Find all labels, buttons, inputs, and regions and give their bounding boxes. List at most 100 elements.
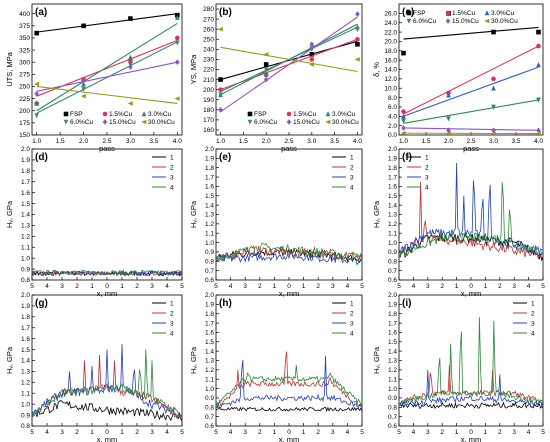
y-tick-label: 1.3 [21, 223, 30, 230]
legend-label: 15.0%Cu [109, 119, 136, 126]
x-tick-label: 1 [455, 283, 459, 290]
y-tick-label: 1.8 [388, 165, 397, 172]
trend-line [403, 66, 539, 117]
legend-label: 15.0%Cu [452, 18, 479, 25]
x-tick-label: 3 [512, 283, 516, 290]
trend-line [36, 41, 178, 114]
legend-label: 2 [425, 165, 429, 172]
data-point [446, 127, 451, 134]
data-point [400, 130, 406, 135]
legend-label: 30.0%Cu [332, 119, 359, 126]
y-tick-label: 1.0 [388, 386, 397, 393]
x-tick-label: 4 [229, 283, 233, 290]
y-tick-label: 1.9 [388, 156, 397, 163]
y-tick-label: 1.0 [21, 255, 30, 262]
x-tick-label: 3 [60, 283, 64, 290]
y-tick-label: 1.6 [388, 330, 397, 337]
legend-label: 3.0%Cu [148, 111, 172, 118]
x-axis-label: pass [99, 144, 115, 153]
x-axis-label: pass [281, 144, 297, 153]
data-point [354, 57, 360, 62]
data-point [127, 101, 133, 106]
y-tick-label: 200 [203, 87, 214, 94]
data-point [247, 119, 253, 125]
x-tick-label: 2 [498, 429, 502, 436]
data-point [128, 64, 133, 70]
y-tick-label: 0.8 [205, 258, 214, 265]
x-tick-label: 5 [397, 429, 401, 436]
x-tick-label: 3 [60, 429, 64, 436]
data-point [263, 62, 269, 67]
y-tick-label: 1.1 [388, 230, 397, 237]
plot-frame [215, 294, 363, 427]
y-tick-label: 1.0 [205, 386, 214, 393]
chart-panel-c: 0.0 2.0 4.0 6.0 8.0 10.0 12.0 14.0 16.0 18.0 20.0 2… [372, 3, 544, 153]
y-tick-label: 1.6 [205, 330, 214, 337]
y-tick-label: 1.9 [21, 303, 30, 310]
y-tick-label: 1.8 [21, 168, 30, 175]
data-point [406, 10, 412, 16]
series-layer [217, 11, 360, 113]
panel-label: (i) [402, 298, 411, 309]
series-line [216, 406, 362, 413]
data-point [218, 107, 223, 113]
data-point [325, 119, 331, 125]
x-tick-label: 5 [541, 429, 545, 436]
x-tick-label: 4.0 [534, 138, 543, 145]
x-tick-label: 2 [440, 429, 444, 436]
y-tick-label: 1.9 [388, 302, 397, 309]
x-tick-label: 3 [243, 429, 247, 436]
data-point [536, 97, 541, 103]
y-tick-label: 260 [203, 26, 214, 33]
data-point [491, 76, 496, 82]
x-tick-label: 4 [412, 283, 416, 290]
x-axis-label: x, mm [279, 289, 299, 298]
chart-panel-i: 0.6 0.7 0.8 0.9 1.0 1.1 1.2 1.3 1.4 1.5 1.6 1.7 1.8 1… [372, 292, 545, 442]
data-point [309, 57, 315, 62]
x-tick-label: 2.5 [466, 138, 475, 145]
data-point [536, 127, 541, 134]
data-point [491, 104, 496, 110]
y-tick-label: 22.0 [384, 29, 397, 36]
y-tick-label: 0.9 [388, 249, 397, 256]
x-tick-label: 3.5 [149, 138, 158, 145]
y-tick-label: 1.2 [205, 367, 214, 374]
data-point [263, 67, 269, 73]
x-tick-label: 1 [484, 283, 488, 290]
series-line [32, 344, 182, 418]
legend-label: 3 [531, 321, 535, 328]
y-tick-label: 0.0 [388, 132, 397, 139]
y-tick-label: 1.5 [205, 193, 214, 200]
x-tick-label: 3.5 [330, 138, 339, 145]
y-axis-label: Hᵥ, GPa [5, 346, 14, 374]
y-tick-label: 0.9 [21, 266, 30, 273]
x-axis-label: x, mm [97, 289, 117, 298]
y-tick-label: 0.8 [205, 404, 214, 411]
legend-label: 3.0%Cu [491, 10, 515, 17]
series-line [32, 349, 182, 419]
y-tick-label: 2.0 [21, 146, 30, 153]
legend-label: 1 [350, 301, 354, 308]
y-axis-label: Hᵥ, GPa [189, 200, 198, 228]
x-axis-label: x, mm [279, 435, 299, 442]
x-tick-label: 2 [135, 429, 139, 436]
x-tick-label: 1 [90, 283, 94, 290]
x-tick-label: 4 [229, 429, 233, 436]
x-tick-label: 5 [214, 429, 218, 436]
y-tick-label: 8.0 [388, 95, 397, 102]
series-layer [32, 268, 182, 277]
x-tick-label: 2 [75, 429, 79, 436]
y-tick-label: 0.8 [388, 404, 397, 411]
data-point [309, 41, 315, 48]
series-line [399, 369, 543, 408]
x-tick-label: 1.5 [239, 138, 248, 145]
series-line [216, 365, 362, 409]
y-tick-label: 0.9 [205, 395, 214, 402]
y-axis-label: Hᵥ, GPa [372, 200, 381, 228]
legend-label: 1.5%Cu [293, 111, 317, 118]
data-point [446, 92, 451, 98]
y-tick-label: 14.0 [384, 67, 397, 74]
x-tick-label: 3.0 [489, 138, 498, 145]
data-point [175, 40, 180, 46]
y-tick-label: 180 [203, 107, 214, 114]
